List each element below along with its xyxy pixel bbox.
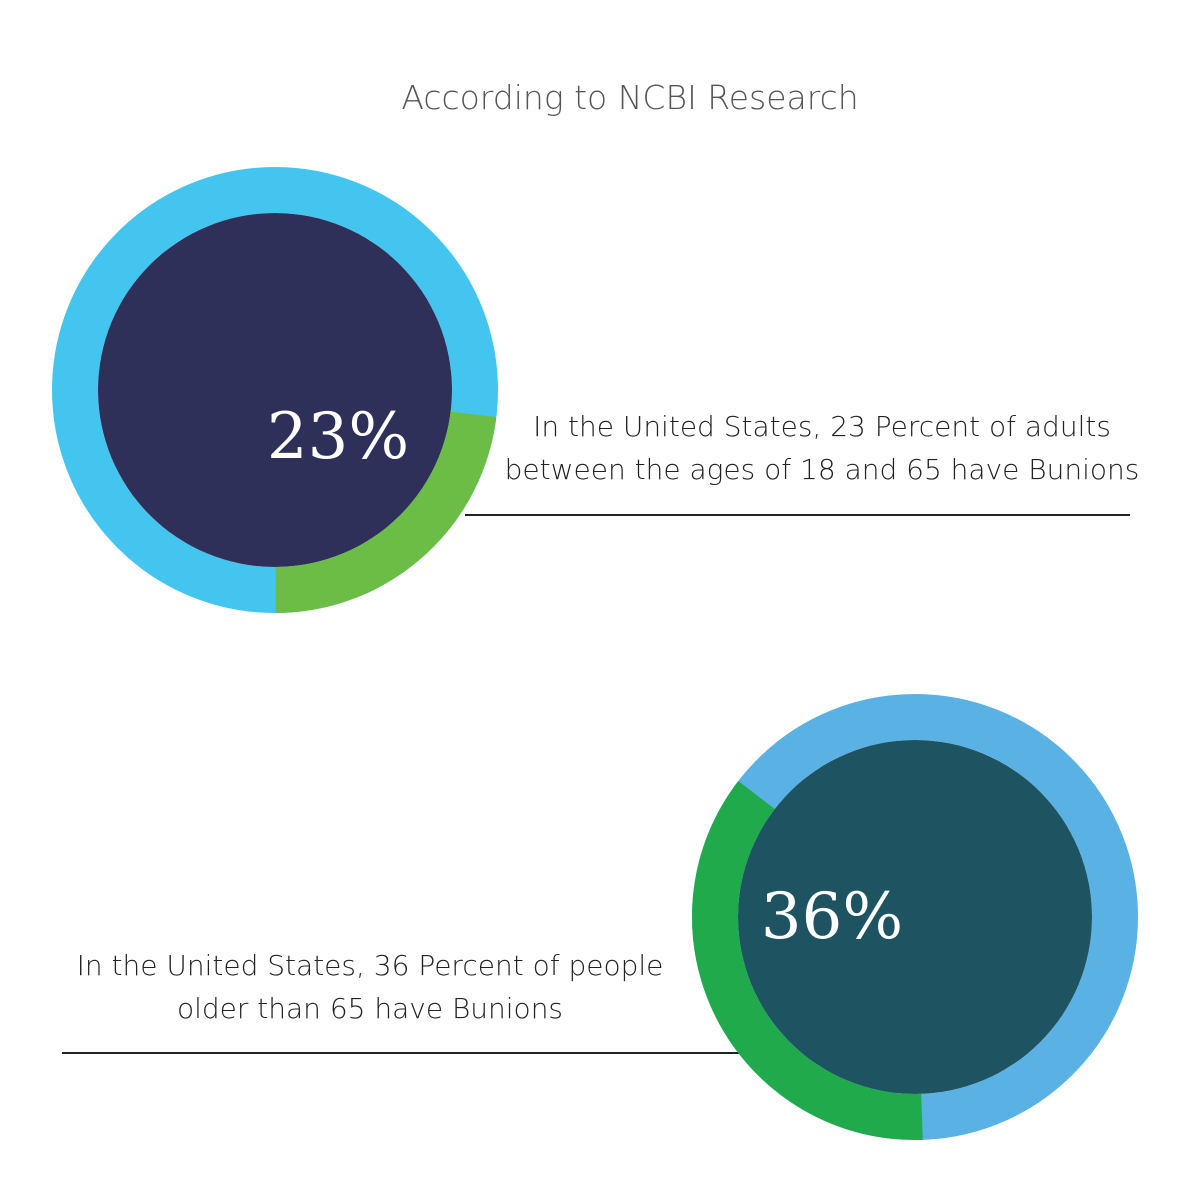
title: According to NCBI Research <box>401 78 859 117</box>
value-label: 23% <box>267 400 409 474</box>
caption: In the United States, 23 Percent of adul… <box>504 410 1140 486</box>
value-label: 36% <box>761 880 903 954</box>
caption: In the United States, 36 Percent of peop… <box>76 949 664 1025</box>
donut-segment <box>692 780 923 1140</box>
donut-track <box>52 167 498 613</box>
donut-center <box>738 740 1092 1094</box>
donut-center <box>98 213 452 567</box>
donut-segment <box>275 411 497 613</box>
